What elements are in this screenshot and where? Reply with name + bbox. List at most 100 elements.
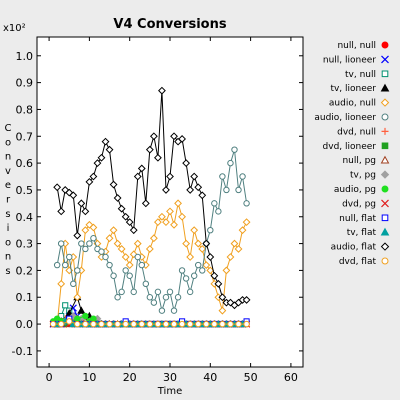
- data-point-audio-null: [105, 234, 114, 243]
- data-point-dvd-flat: [227, 320, 234, 328]
- data-point-audio-lioneer: [186, 288, 194, 296]
- y-axis-title-letter: e: [5, 180, 11, 191]
- data-point-audio-pg: [90, 315, 97, 322]
- plot-series: [49, 86, 251, 328]
- data-point-audio-null: [242, 218, 251, 227]
- legend-marker-dvd-null: [381, 127, 389, 135]
- data-point-audio-lioneer: [102, 253, 109, 261]
- data-point-dvd-flat: [203, 320, 210, 328]
- data-point-audio-lioneer: [82, 245, 89, 253]
- y-axis-title-letter: r: [6, 195, 11, 206]
- y-tick-label: 0.3: [16, 238, 34, 251]
- data-point-audio-null: [113, 239, 122, 248]
- data-point-audio-flat: [117, 204, 126, 213]
- data-point-audio-null: [186, 253, 195, 261]
- data-point-audio-null: [121, 253, 130, 261]
- data-point-audio-lioneer: [134, 253, 141, 261]
- x-axis: 0 10 20 30 40 50 60: [46, 37, 298, 384]
- chart-title: V4 Conversions: [113, 17, 226, 32]
- data-point-audio-null: [202, 261, 211, 269]
- data-point-audio-flat: [125, 218, 134, 227]
- data-point-dvd-flat: [243, 320, 250, 328]
- y-tick-label: 0.5: [16, 184, 34, 197]
- data-point-audio-flat: [218, 293, 227, 302]
- data-point-audio-flat: [121, 212, 130, 221]
- data-point-tv-null: [62, 302, 69, 309]
- data-point-audio-lioneer: [190, 272, 198, 280]
- data-point-audio-flat: [57, 207, 66, 216]
- y-tick-label: 0.2: [16, 264, 34, 277]
- data-point-audio-null: [125, 261, 134, 269]
- y-tick-label: 0.1: [16, 291, 34, 304]
- data-point-audio-lioneer: [53, 261, 61, 269]
- data-point-audio-lioneer: [162, 294, 170, 301]
- legend-label-tv-null: tv, null: [345, 70, 376, 80]
- legend-label-dvd-flat: dvd, flat: [339, 257, 377, 267]
- y-axis: -0.1 0.0 0.1 0.2 0.3 0.4 0.5 0.6 0.7 0.8 0.9 1.0: [12, 50, 303, 358]
- data-point-audio-flat: [97, 153, 106, 162]
- data-point-audio-lioneer: [174, 294, 182, 301]
- data-point-dvd-flat: [235, 320, 242, 328]
- data-point-audio-flat: [81, 207, 90, 216]
- data-point-audio-null: [226, 253, 235, 261]
- data-point-audio-lioneer: [215, 208, 222, 215]
- data-point-audio-flat: [194, 183, 203, 192]
- data-point-audio-null: [234, 245, 243, 253]
- x-tick-label: 30: [163, 371, 177, 384]
- legend-marker-dvd-lioneer: [381, 142, 389, 150]
- legend-label-tv-lioneer: tv, lioneer: [330, 84, 376, 94]
- y-axis-multiplier: x10²: [3, 23, 26, 34]
- legend-marker-audio-null: [380, 98, 390, 107]
- y-axis-title-letter: n: [5, 152, 11, 163]
- y-axis-title-letter: s: [5, 209, 10, 220]
- data-point-dvd-flat: [49, 320, 57, 328]
- x-tick-label: 60: [284, 371, 298, 384]
- data-point-audio-lioneer: [110, 272, 117, 280]
- data-point-audio-lioneer: [223, 186, 230, 194]
- data-point-audio-lioneer: [182, 275, 190, 282]
- y-axis-title-letter: C: [5, 123, 12, 134]
- data-point-tv-lioneer: [77, 306, 86, 314]
- data-point-audio-flat: [182, 159, 191, 168]
- data-point-audio-flat: [145, 145, 154, 154]
- data-point-audio-flat: [214, 279, 223, 288]
- data-point-audio-flat: [158, 86, 166, 95]
- data-point-dvd-flat: [90, 320, 97, 328]
- data-point-audio-lioneer: [207, 226, 214, 234]
- data-point-audio-flat: [166, 172, 174, 181]
- legend-marker-tv-lioneer: [380, 83, 390, 92]
- legend-label-dvd-lioneer: dvd, lioneer: [323, 142, 377, 152]
- data-point-audio-flat: [93, 159, 102, 168]
- data-point-dvd-flat: [162, 320, 170, 328]
- y-axis-title-letter: o: [5, 137, 11, 148]
- legend-marker-dvd-pg: [381, 199, 389, 208]
- data-point-audio-null: [57, 279, 66, 288]
- data-point-dvd-flat: [146, 320, 154, 328]
- legend-label-audio-flat: audio, flat: [331, 243, 377, 253]
- data-point-dvd-flat: [74, 320, 81, 328]
- data-point-dvd-flat: [186, 320, 194, 328]
- data-point-audio-null: [166, 207, 174, 216]
- legend-marker-tv-flat: [380, 227, 390, 236]
- data-point-audio-lioneer: [166, 288, 174, 296]
- data-point-audio-lioneer: [231, 146, 238, 153]
- legend-label-audio-lioneer: audio, lioneer: [314, 113, 376, 123]
- data-point-audio-flat: [85, 177, 94, 186]
- x-tick-label: 20: [123, 371, 137, 384]
- data-point-audio-flat: [242, 296, 251, 304]
- x-tick-label: 50: [244, 371, 258, 384]
- data-point-audio-flat: [226, 298, 235, 307]
- data-point-dvd-flat: [82, 320, 89, 328]
- data-point-audio-lioneer: [199, 267, 206, 274]
- data-point-audio-null: [178, 212, 186, 221]
- data-point-audio-lioneer: [178, 267, 186, 274]
- data-point-dvd-flat: [130, 320, 137, 328]
- y-axis-title-letter: s: [5, 266, 10, 277]
- data-point-audio-flat: [206, 253, 215, 261]
- data-point-dvd-flat: [122, 320, 129, 328]
- data-point-audio-lioneer: [66, 253, 73, 261]
- data-point-audio-null: [162, 218, 170, 227]
- data-point-audio-lioneer: [61, 261, 69, 269]
- data-point-audio-flat: [105, 145, 114, 154]
